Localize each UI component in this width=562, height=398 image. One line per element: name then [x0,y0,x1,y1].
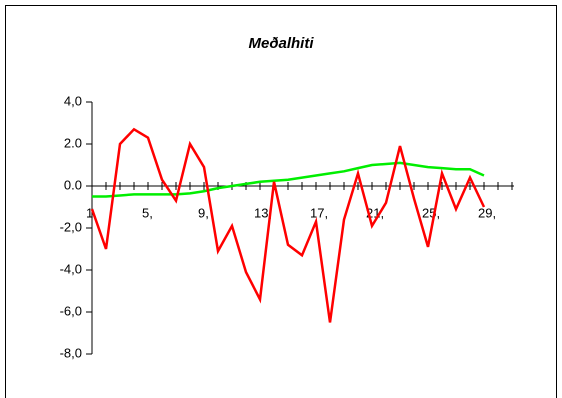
x-tick-label: 25, [422,205,440,220]
x-tick-label: 9, [198,205,209,220]
y-tick-label: -6,0 [60,303,82,318]
plot-border [5,5,557,398]
data-line [92,161,485,198]
x-tick-label: 13, [254,205,272,220]
x-tick-label: 29, [478,205,496,220]
y-tick-label: 0.0 [64,177,82,192]
data-line [90,127,486,323]
y-tick-label: -2,0 [60,219,82,234]
x-tick-label: 1, [86,205,97,220]
y-tick-label: 4,0 [64,93,82,108]
chart-title: Meðalhiti [248,35,314,52]
y-tick-label: -4,0 [60,261,82,276]
y-tick-label: -8,0 [60,345,82,360]
x-tick-label: 5, [142,205,153,220]
y-tick-label: 2.0 [64,135,82,150]
x-tick-label: 17, [310,205,328,220]
